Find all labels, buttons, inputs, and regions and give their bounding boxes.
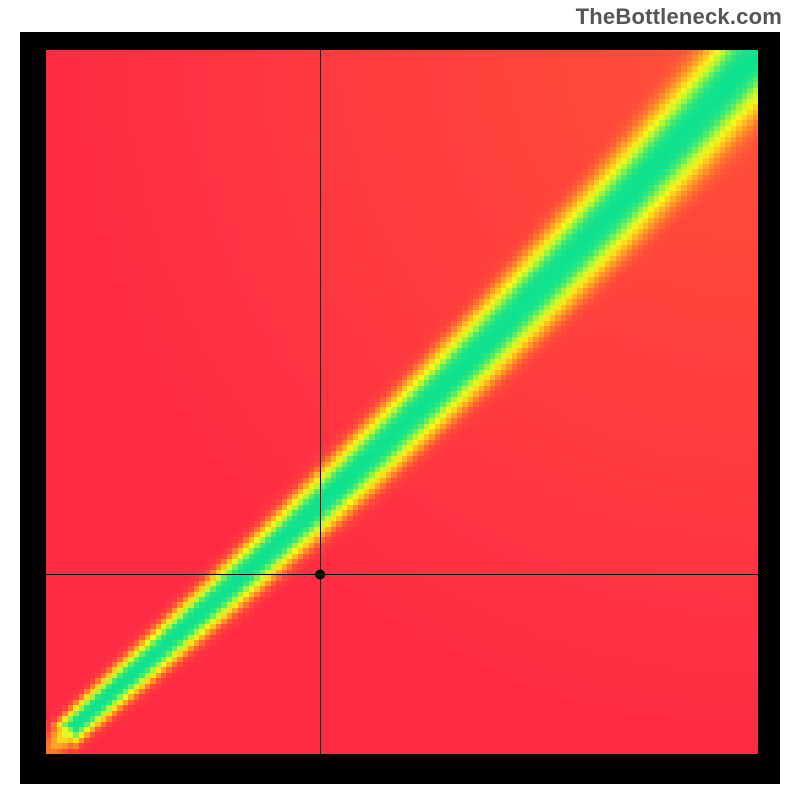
chart-wrapper: TheBottleneck.com xyxy=(0,0,800,800)
bottleneck-heatmap xyxy=(46,50,758,754)
watermark-text: TheBottleneck.com xyxy=(576,4,782,30)
chart-outer-border xyxy=(20,32,780,784)
